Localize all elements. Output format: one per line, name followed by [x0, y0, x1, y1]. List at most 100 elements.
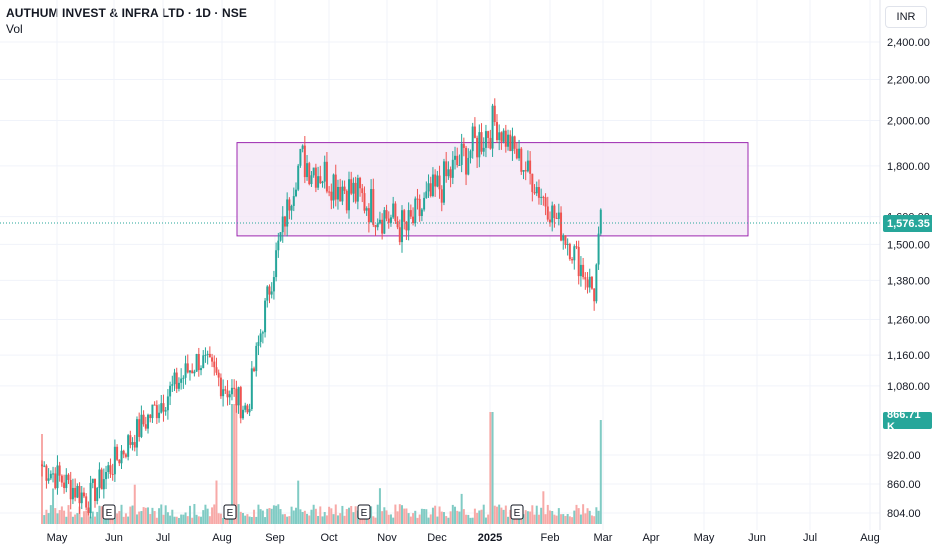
volume-bar: [436, 516, 439, 524]
earnings-marker[interactable]: E: [223, 504, 237, 520]
candle-body: [107, 465, 110, 472]
volume-bar: [597, 510, 600, 524]
currency-button[interactable]: INR: [885, 6, 927, 28]
volume-bar: [173, 516, 176, 524]
volume-bar: [401, 505, 404, 524]
symbol-title[interactable]: AUTHUM INVEST & INFRA LTD · 1D · NSE: [6, 6, 247, 20]
volume-bar: [140, 511, 143, 524]
candle-body: [76, 485, 79, 498]
volume-bar: [378, 488, 381, 524]
candle-body: [303, 145, 306, 178]
volume-bar: [590, 515, 593, 524]
candle-body: [339, 186, 342, 202]
volume-bar: [292, 510, 295, 524]
volume-bar: [222, 517, 225, 524]
volume-bar: [553, 514, 556, 524]
candle-body: [120, 450, 123, 464]
candle-body: [405, 221, 408, 231]
volume-bar: [133, 484, 136, 524]
candle-body: [235, 388, 238, 406]
volume-bar: [268, 508, 271, 524]
volume-bar: [317, 515, 320, 524]
candle-body: [507, 134, 510, 147]
candle-body: [586, 279, 589, 288]
volume-bar: [491, 412, 494, 524]
volume-indicator-label[interactable]: Vol: [6, 22, 23, 36]
candle-body: [465, 147, 468, 175]
candle-body: [290, 205, 293, 211]
volume-bar: [180, 514, 183, 524]
candle-body: [593, 288, 596, 302]
volume-bar: [465, 514, 468, 524]
earnings-marker[interactable]: E: [102, 504, 116, 520]
candle-body: [244, 405, 247, 410]
candle-body: [215, 367, 218, 373]
volume-bar: [129, 506, 132, 524]
volume-bar: [149, 514, 152, 524]
volume-bar: [456, 510, 459, 524]
volume-bar: [540, 507, 543, 524]
candle-body: [261, 332, 264, 334]
volume-bar: [184, 512, 187, 524]
volume-bar: [381, 511, 384, 524]
candle-body: [188, 370, 191, 373]
volume-bar: [164, 505, 167, 524]
price-axis-label: 1,080.00: [887, 381, 930, 393]
volume-bar: [336, 515, 339, 524]
volume-bar: [297, 480, 300, 524]
candle-body: [451, 159, 454, 178]
time-axis-label: 2025: [478, 532, 502, 544]
candle-body: [467, 157, 470, 175]
candle-body: [204, 354, 207, 356]
candle-body: [312, 167, 315, 176]
volume-bar: [431, 507, 434, 524]
volume-bar: [288, 516, 291, 524]
volume-bar: [74, 514, 77, 524]
candle-body: [343, 186, 346, 191]
volume-bar: [65, 516, 68, 524]
candle-body: [147, 414, 150, 429]
candle-body: [211, 357, 214, 362]
candle-body: [495, 122, 498, 141]
candle-body: [91, 478, 94, 483]
candle-body: [264, 300, 267, 333]
candle-body: [416, 198, 419, 200]
volume-bar: [339, 513, 342, 524]
time-axis-label: Oct: [320, 532, 337, 544]
volume-bar: [593, 516, 596, 524]
candle-body: [473, 126, 476, 138]
volume-bar: [171, 509, 174, 524]
candle-body: [237, 387, 240, 406]
volume-bar: [290, 506, 293, 524]
volume-bar: [321, 516, 324, 524]
volume-bars: [41, 404, 602, 524]
candle-body: [239, 387, 242, 419]
candle-body: [425, 191, 428, 198]
earnings-marker[interactable]: E: [510, 504, 524, 520]
time-axis[interactable]: May Jun Jul Aug Sep Oct Nov Dec 2025 Feb Mar Apr May…: [47, 532, 880, 544]
candle-body: [582, 264, 585, 278]
volume-bar: [350, 506, 353, 524]
candle-body: [571, 259, 574, 261]
candle-body: [489, 137, 492, 149]
earnings-marker[interactable]: E: [357, 504, 371, 520]
candle-body: [208, 353, 211, 358]
volume-bar: [407, 513, 410, 524]
volume-bar: [551, 510, 554, 524]
volume-bar: [217, 513, 220, 524]
rectangle-zone[interactable]: [236, 142, 749, 237]
volume-bar: [423, 508, 426, 524]
volume-bar: [319, 506, 322, 524]
price-axis-label: 1,380.00: [887, 275, 930, 287]
volume-bar: [535, 505, 538, 524]
volume-bar: [524, 510, 527, 524]
volume-bar: [387, 514, 390, 524]
volume-bar: [409, 516, 412, 524]
volume-bar: [416, 517, 419, 524]
price-axis[interactable]: 804.00 860.00 920.00 1,080.00 1,160.00 1,260.…: [887, 37, 930, 520]
volume-bar: [43, 515, 46, 524]
candle-body: [584, 277, 587, 280]
candle-body: [246, 405, 249, 413]
earnings-marker-label: E: [361, 508, 368, 519]
